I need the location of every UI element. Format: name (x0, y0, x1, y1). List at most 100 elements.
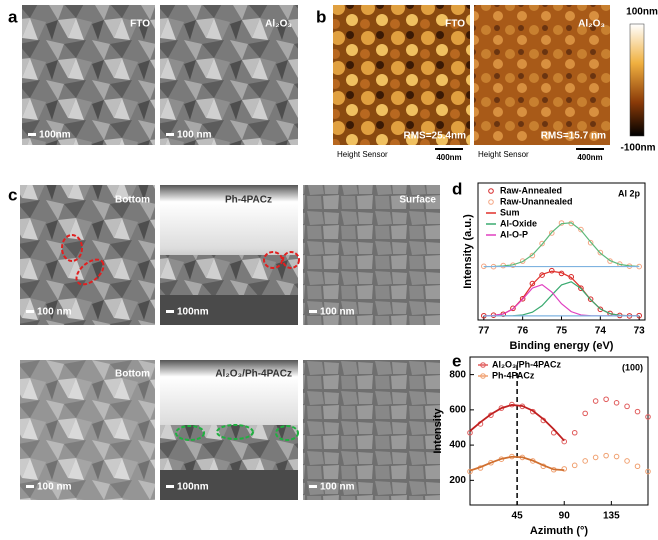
y-tick-label: 600 (449, 404, 466, 415)
data-point (597, 306, 604, 313)
data-line (483, 281, 640, 317)
data-point (645, 414, 651, 420)
sem-image (303, 360, 440, 500)
sensor-label: Height Sensor (478, 150, 529, 159)
y-tick-label: 200 (449, 475, 466, 486)
x-tick-label: 74 (595, 326, 607, 337)
image-label: FTO (445, 19, 465, 30)
legend-label: Al-Oxide (500, 218, 537, 228)
sem-layer (160, 255, 298, 295)
data-point (624, 458, 630, 464)
data-point (613, 453, 620, 460)
x-tick-label: 45 (512, 511, 524, 522)
x-tick-label: 75 (556, 326, 568, 337)
data-point (510, 305, 516, 312)
annotation: Al 2p (618, 188, 641, 198)
data-point (519, 258, 526, 264)
data-point (592, 398, 599, 404)
image-label: FTO (130, 19, 150, 30)
data-point (529, 280, 536, 287)
sem-layer (160, 295, 298, 325)
sem-image (20, 185, 155, 325)
data-point (613, 400, 620, 406)
panel-b: FTO Al₂O₃ RMS=25.4nm RMS=15.7 nm Height … (333, 5, 658, 162)
data-point (587, 296, 594, 302)
highlight (216, 424, 254, 440)
scale-label: 100 nm (320, 307, 355, 318)
highlight (75, 258, 105, 286)
scale-bar (166, 310, 174, 313)
scale-bar (28, 133, 36, 136)
afm-image (474, 5, 610, 145)
image-label: Bottom (115, 369, 150, 380)
scale-bar (309, 310, 317, 313)
data-point (539, 272, 545, 278)
y-axis-label: Intensity (432, 408, 444, 454)
data-point (597, 249, 604, 256)
image-label: Ph-4PACz (225, 195, 272, 206)
legend-marker (488, 199, 494, 205)
legend-label: Al-O-P (500, 229, 528, 239)
data-line (483, 270, 640, 317)
scale-label: 400nm (577, 153, 602, 162)
x-tick-label: 76 (517, 326, 529, 337)
highlight (175, 425, 205, 441)
x-tick-label: 90 (559, 511, 571, 522)
annotation: (100) (622, 362, 643, 372)
highlight (275, 425, 299, 441)
data-point (548, 230, 555, 236)
highlight (282, 251, 300, 269)
panel-label: a (8, 7, 18, 26)
sem-image (303, 185, 440, 325)
highlight (61, 234, 83, 262)
data-point (578, 226, 584, 233)
image-label: Bottom (115, 195, 150, 206)
data-point (467, 468, 473, 475)
rms-label: RMS=25.4nm (403, 131, 466, 142)
data-line (483, 283, 640, 317)
scale-bar (26, 310, 34, 313)
data-point (519, 295, 526, 302)
image-label: Al₂O₃ (578, 19, 605, 30)
legend-marker (488, 188, 494, 194)
data-line (469, 404, 565, 442)
sensor-label: Height Sensor (337, 150, 388, 159)
data-point (548, 267, 555, 274)
x-axis-label: Binding energy (eV) (510, 340, 614, 352)
image-label: Al₂O₃/Ph-4PACz (215, 369, 292, 380)
scale-label: 100nm (39, 130, 71, 141)
data-point (592, 454, 599, 461)
data-point (634, 408, 641, 415)
x-tick-label: 135 (603, 511, 620, 522)
data-point (539, 240, 545, 247)
panel-label: e (452, 351, 461, 370)
data-line (469, 455, 565, 472)
legend-label: Sum (500, 207, 520, 217)
data-point (561, 438, 568, 445)
x-axis-label: Azimuth (°) (530, 525, 589, 537)
data-point (603, 452, 609, 459)
legend-label: Ph-4PACz (492, 370, 535, 380)
data-point (571, 429, 578, 436)
data-point (571, 462, 578, 469)
scale-label: 400nm (436, 153, 461, 162)
y-tick-label: 400 (449, 440, 466, 451)
scale-bar (166, 133, 174, 136)
colorbar-max: 100nm (626, 7, 658, 18)
scale-label: 100 nm (37, 482, 72, 493)
legend-label: Al₂O₃/Ph-4PACz (492, 359, 561, 369)
x-tick-label: 77 (478, 326, 490, 337)
data-line (483, 222, 640, 268)
scale-label: 100nm (177, 482, 209, 493)
rms-label: RMS=15.7 nm (541, 131, 606, 142)
colorbar-min: -100nm (620, 143, 655, 154)
legend-label: Raw-Unannealed (500, 196, 573, 206)
scale-label: 100 nm (320, 482, 355, 493)
data-point (561, 466, 568, 472)
data-point (634, 463, 641, 470)
panel-c: Bottom Ph-4PACz Surface Bottom Al₂O₃/Ph-… (20, 185, 440, 500)
panel-a: FTO Al₂O₃ 100nm 100 nm (22, 5, 298, 145)
scale-bar (26, 485, 34, 488)
